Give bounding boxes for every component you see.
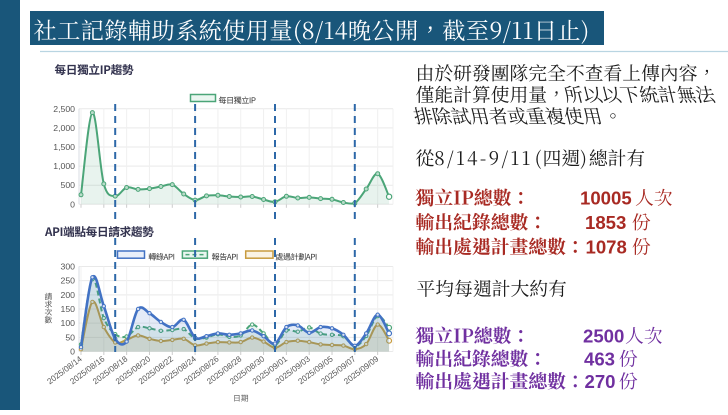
svg-text:10005: 10005: [580, 188, 632, 209]
svg-text:1078: 1078: [586, 237, 627, 258]
svg-text:2500: 2500: [583, 326, 624, 347]
svg-text:100: 100: [61, 318, 76, 328]
svg-text:500: 500: [61, 180, 76, 190]
svg-text:1,500: 1,500: [53, 142, 75, 152]
svg-text:1,000: 1,000: [53, 161, 75, 171]
svg-text:270: 270: [585, 371, 616, 392]
svg-text:150: 150: [61, 304, 76, 314]
svg-text:250: 250: [61, 276, 76, 286]
svg-text:0: 0: [70, 347, 75, 357]
svg-text:300: 300: [61, 262, 76, 272]
svg-text:2,000: 2,000: [53, 123, 75, 133]
svg-text:1853: 1853: [585, 212, 626, 233]
svg-text:200: 200: [61, 290, 76, 300]
svg-text:463: 463: [584, 349, 615, 370]
svg-text:50: 50: [65, 332, 75, 342]
svg-text:2,500: 2,500: [53, 104, 75, 114]
svg-text:0: 0: [70, 199, 75, 209]
